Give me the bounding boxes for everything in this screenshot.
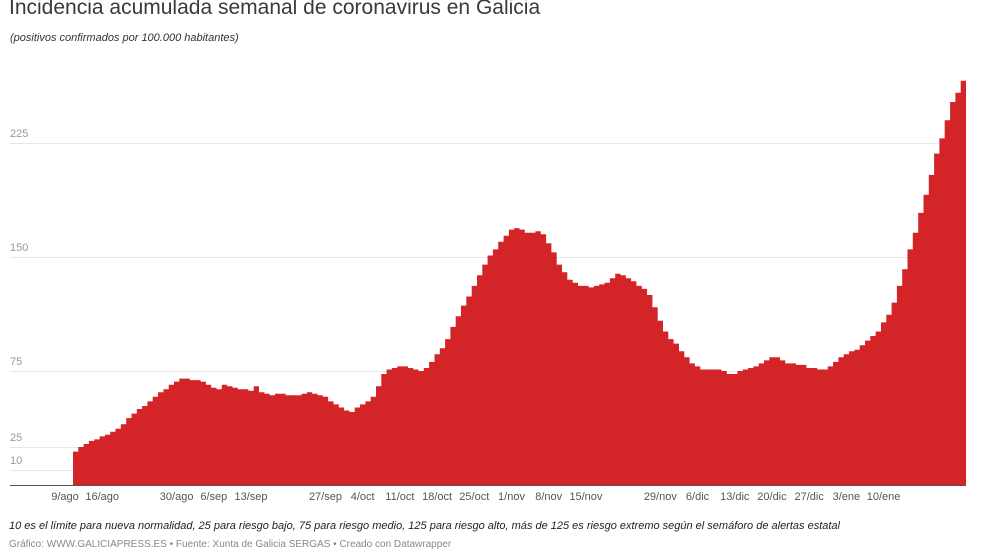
x-tick-label: 13/sep bbox=[234, 491, 268, 503]
x-tick-label: 4/oct bbox=[350, 491, 375, 503]
x-tick-label: 11/oct bbox=[385, 491, 415, 503]
y-tick-label: 225 bbox=[10, 127, 29, 140]
incidence-area bbox=[73, 80, 966, 485]
y-tick-label: 25 bbox=[10, 431, 23, 444]
x-tick-label: 13/dic bbox=[720, 491, 750, 503]
x-tick-label: 25/oct bbox=[459, 491, 490, 503]
x-tick-label: 27/sep bbox=[308, 491, 342, 503]
x-tick-label: 15/nov bbox=[569, 491, 603, 503]
x-tick-label: 6/dic bbox=[685, 491, 710, 503]
x-tick-label: 10/ene bbox=[866, 491, 901, 503]
y-tick-label: 10 bbox=[10, 454, 23, 467]
chart-subtitle: (positivos confirmados por 100.000 habit… bbox=[10, 32, 239, 44]
x-tick-label: 6/sep bbox=[200, 491, 228, 503]
x-tick-label: 3/ene bbox=[832, 491, 861, 503]
x-tick-label: 9/ago bbox=[51, 491, 79, 503]
y-tick-label: 75 bbox=[10, 355, 23, 368]
x-tick-label: 20/dic bbox=[757, 491, 787, 503]
y-tick-label: 150 bbox=[10, 241, 29, 254]
x-tick-label: 1/nov bbox=[498, 491, 525, 503]
footnote: 10 es el límite para nueva normalidad, 2… bbox=[9, 520, 840, 532]
chart-title: Incidencia acumulada semanal de coronavi… bbox=[9, 0, 541, 19]
x-tick-label: 29/nov bbox=[643, 491, 677, 503]
credit-line: Gráfico: WWW.GALICIAPRESS.ES • Fuente: X… bbox=[9, 539, 452, 550]
x-tick-label: 27/dic bbox=[794, 491, 824, 503]
x-tick-label: 8/nov bbox=[535, 491, 563, 503]
x-tick-label: 18/oct bbox=[422, 491, 453, 503]
x-tick-label: 30/ago bbox=[159, 491, 194, 503]
x-tick-label: 16/ago bbox=[85, 491, 120, 503]
